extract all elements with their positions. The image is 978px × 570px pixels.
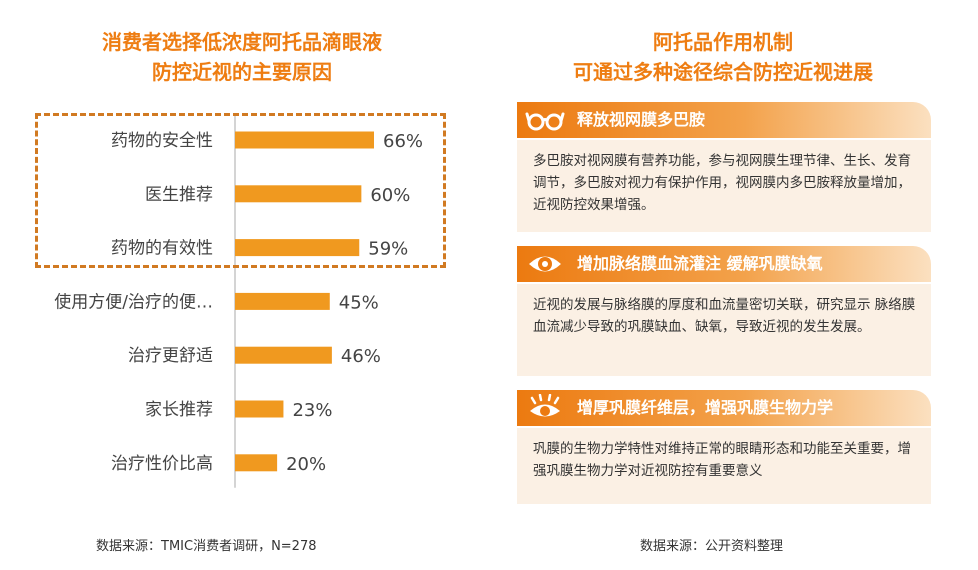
category-label: 使用方便/治疗的便… <box>54 291 213 312</box>
category-label: 药物的安全性 <box>111 131 213 151</box>
category-label: 药物的有效性 <box>111 239 213 259</box>
chart-source: 数据来源：TMIC消费者调研，N=278 <box>96 539 317 554</box>
bar <box>235 185 362 203</box>
category-label: 治疗性价比高 <box>111 454 213 474</box>
value-label: 66% <box>383 131 423 152</box>
category-label: 医生推荐 <box>145 185 213 205</box>
chart-title-line-1: 消费者选择低浓度阿托品滴眼液 <box>102 30 382 54</box>
mechanism-title-3: 增厚巩膜纤维层，增强巩膜生物力学 <box>577 398 834 417</box>
mechanism-title-2: 增加脉络膜血流灌注 缓解巩膜缺氧 <box>577 254 823 273</box>
mechanism-title-line-2: 可通过多种途径综合防控近视进展 <box>573 60 873 84</box>
glasses-icon <box>525 112 565 131</box>
mechanism-text-3: 巩膜的生物力学特性对维持正常的眼睛形态和功能至关重要，增强巩膜生物力学对近视防控… <box>517 428 931 504</box>
bar <box>235 454 278 472</box>
value-label: 20% <box>286 454 326 475</box>
value-label: 46% <box>341 346 381 367</box>
chart-title: 消费者选择低浓度阿托品滴眼液 防控近视的主要原因 <box>22 27 462 87</box>
bar <box>235 346 332 364</box>
value-label: 23% <box>292 400 332 421</box>
bar <box>235 292 330 310</box>
category-label: 治疗更舒适 <box>128 346 213 366</box>
bar-chart: 药物的安全性 66% 医生推荐 60% 药物的有效性 59% 使用方便/治疗的便… 45% 治疗… <box>54 115 423 488</box>
mechanism-title-1: 释放视网膜多巴胺 <box>577 110 706 129</box>
value-label: 60% <box>370 185 410 206</box>
chart-title-line-2: 防控近视的主要原因 <box>152 60 332 84</box>
eye-icon <box>529 256 561 272</box>
category-label: 家长推荐 <box>145 400 213 420</box>
eye-lashes-icon <box>530 394 560 417</box>
value-label: 45% <box>339 292 379 313</box>
mechanism-section-title: 阿托品作用机制 可通过多种途径综合防控近视进展 <box>508 27 938 87</box>
mechanism-header-2: 增加脉络膜血流灌注 缓解巩膜缺氧 <box>517 246 931 282</box>
bar <box>235 131 374 149</box>
bar <box>235 400 284 418</box>
mechanism-header-3: 增厚巩膜纤维层，增强巩膜生物力学 <box>517 390 931 426</box>
mechanism-title-line-1: 阿托品作用机制 <box>653 30 793 54</box>
bar <box>235 239 360 257</box>
mechanism-header-1: 释放视网膜多巴胺 <box>517 102 931 138</box>
mechanism-text-2: 近视的发展与脉络膜的厚度和血流量密切关联，研究显示 脉络膜血流减少导致的巩膜缺血… <box>517 284 931 376</box>
mechanism-text-1: 多巴胺对视网膜有营养功能，参与视网膜生理节律、生长、发育调节，多巴胺对视力有保护… <box>517 140 931 232</box>
highlight-box <box>35 113 446 268</box>
value-label: 59% <box>368 239 408 260</box>
mechanism-source: 数据来源：公开资料整理 <box>640 539 784 554</box>
